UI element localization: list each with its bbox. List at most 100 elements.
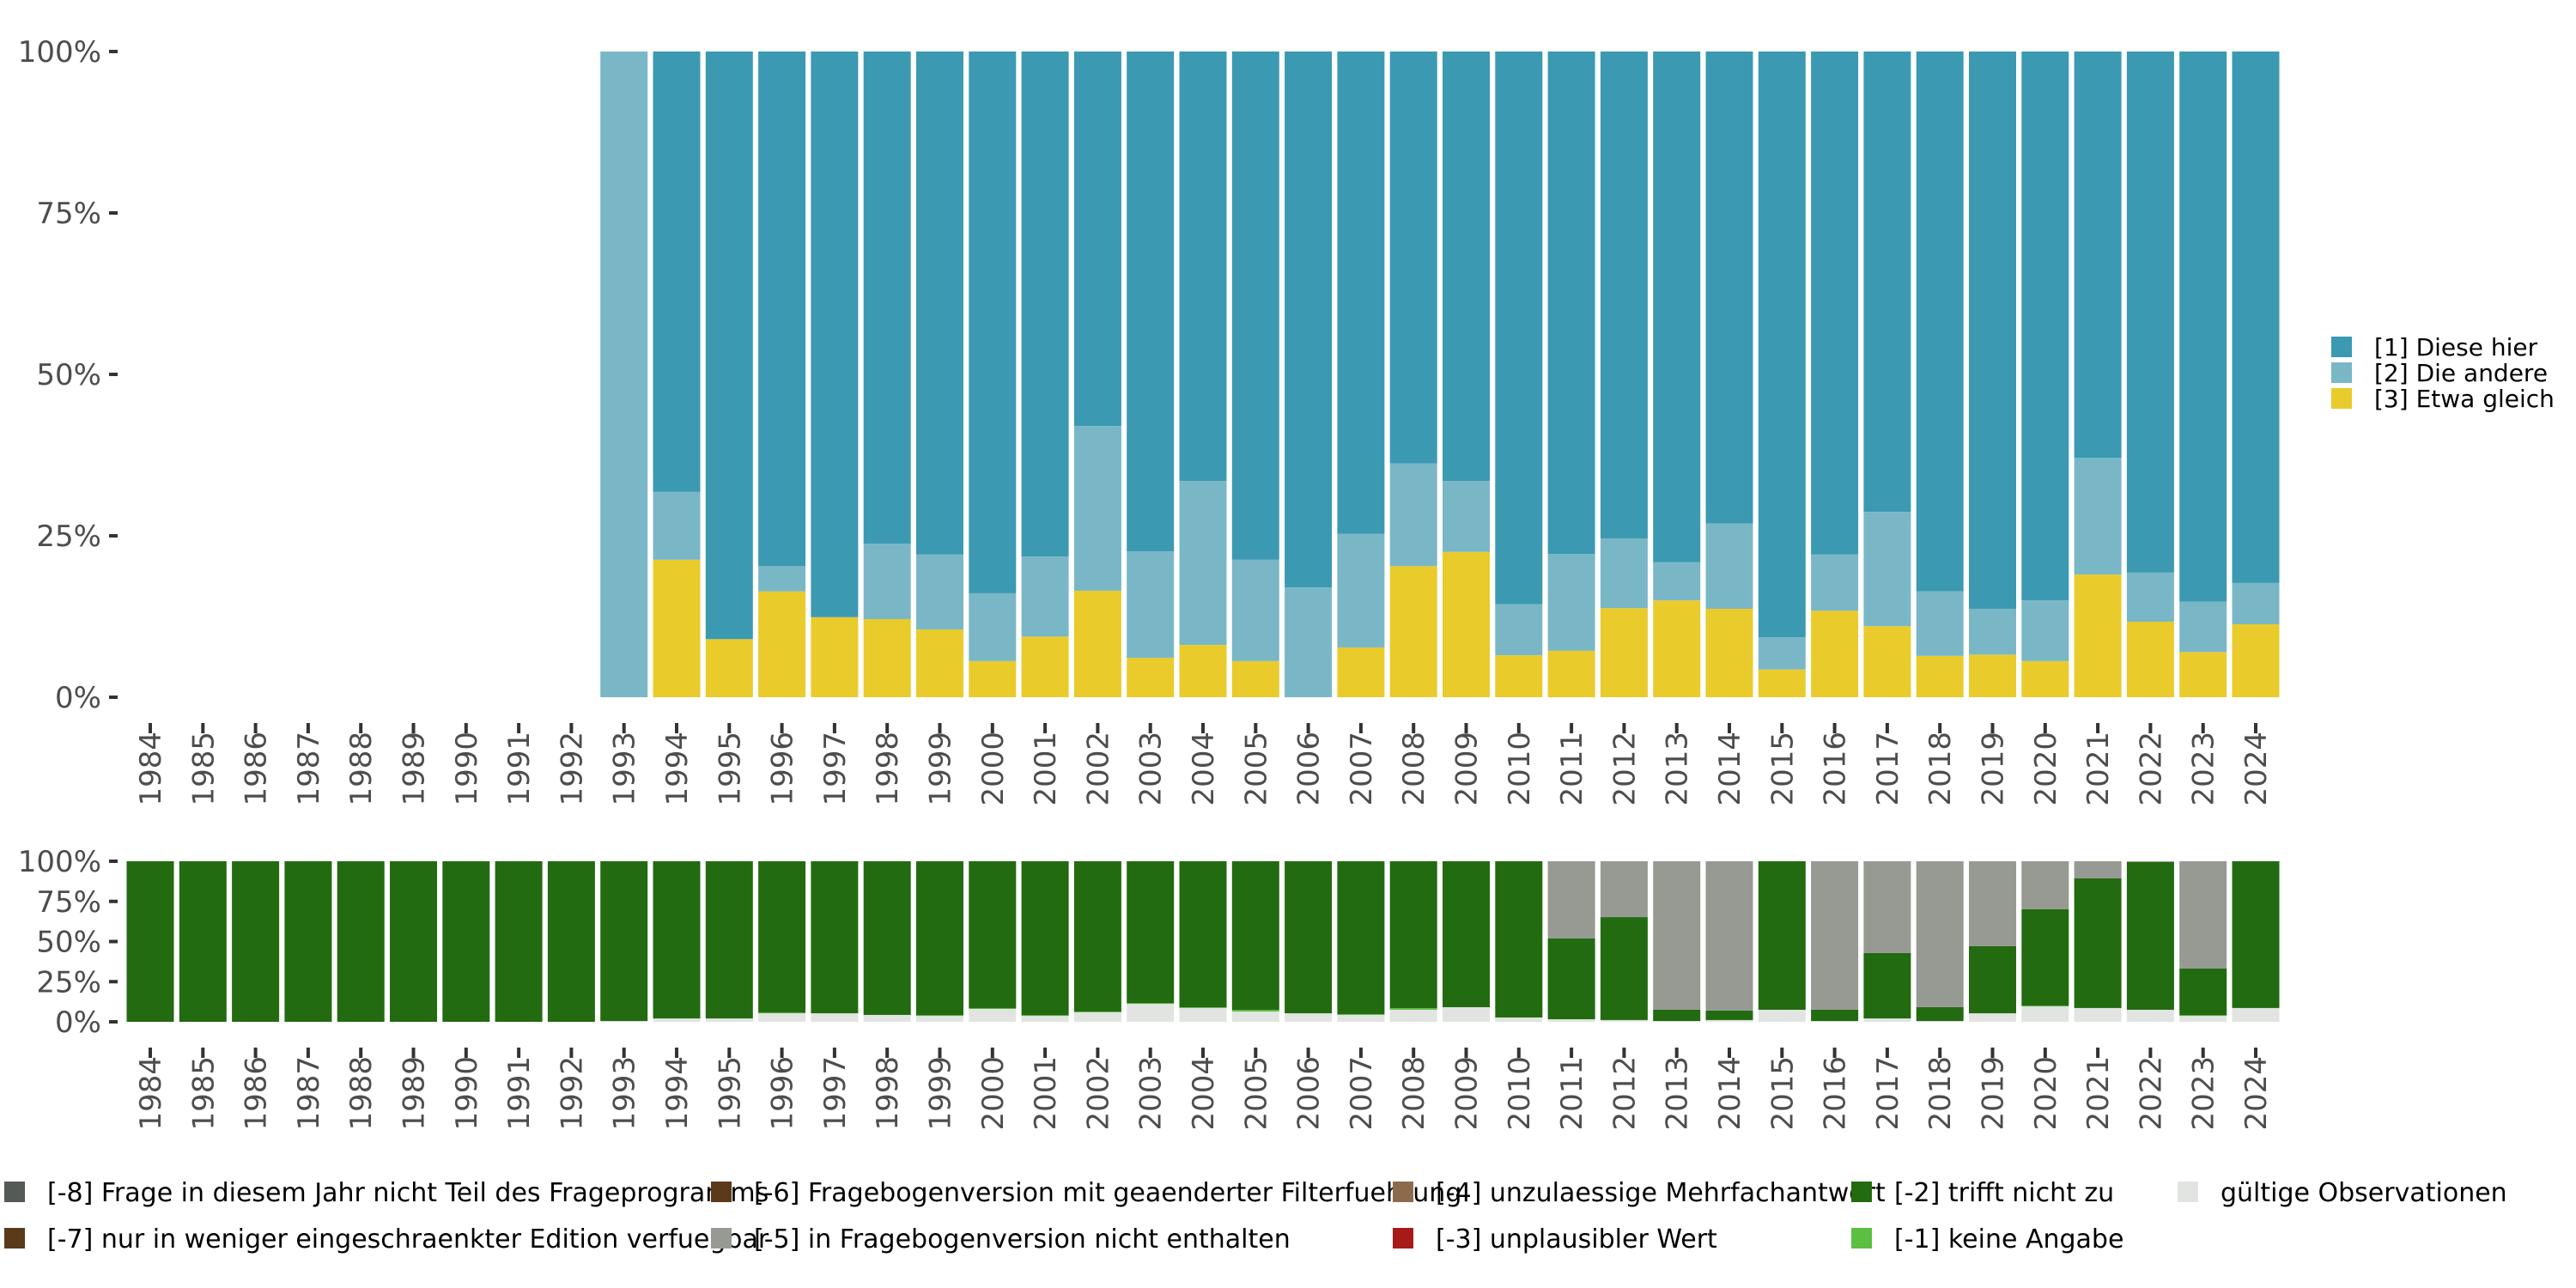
bar-segment-2001-0	[1021, 1016, 1069, 1022]
x-tick-label: 1991	[502, 732, 537, 806]
bar-segment-2009-0	[1443, 551, 1490, 697]
x-tick-label: 2022	[2134, 732, 2168, 806]
bar-segment-1997-0	[811, 1013, 859, 1022]
x-tick-label: 1999	[924, 1056, 958, 1131]
legend-swatch	[2331, 337, 2352, 357]
bar-segment-2011-2	[1547, 938, 1595, 1020]
x-tick-label: 2017	[1871, 732, 1905, 806]
bar-segment-2020-2	[2021, 908, 2069, 1006]
x-tick	[1885, 1048, 1889, 1058]
x-tick-label: 2003	[1134, 732, 1169, 806]
x-tick	[1254, 723, 1258, 733]
bar-segment-2013-2	[1653, 52, 1701, 562]
bar-segment-2005-2	[1231, 861, 1279, 1011]
bar-segment-2016-0	[1811, 1021, 1859, 1022]
x-tick-label: 1998	[871, 1056, 905, 1131]
bar-segment-2014-0	[1705, 1019, 1753, 1022]
bar-segment-2006-2	[1285, 52, 1333, 588]
bar-segment-2013-3	[1653, 861, 1701, 1010]
bar-segment-2003-1	[1127, 551, 1175, 659]
bar-segment-2003-2	[1127, 52, 1175, 552]
bar-segment-1996-0	[758, 591, 806, 697]
bar-segment-2009-2	[1443, 861, 1490, 1007]
legend-label: gültige Observationen	[2221, 1178, 2507, 1208]
x-tick	[727, 723, 732, 733]
top-legend: [1] Diese hier[2] Die andere[3] Etwa gle…	[2331, 333, 2555, 413]
bar-segment-2006-0	[1285, 1013, 1333, 1022]
bar-segment-2012-2	[1600, 917, 1648, 1020]
legend-label: [-1] keine Angabe	[1894, 1224, 2123, 1255]
bar-segment-1998-2	[863, 52, 911, 544]
x-tick	[1412, 723, 1416, 733]
bar-segment-1996-2	[758, 861, 806, 1013]
x-tick	[1043, 1048, 1048, 1058]
bar-segment-2009-0	[1443, 1006, 1490, 1022]
bar-segment-2011-0	[1547, 1019, 1595, 1022]
bar-segment-2020-2	[2021, 52, 2069, 601]
bar-segment-2004-0	[1179, 1007, 1227, 1022]
bar-segment-2005-2	[1231, 52, 1279, 560]
legend-swatch	[2178, 1182, 2198, 1202]
x-tick	[885, 1048, 890, 1058]
bar-segment-1992-2	[547, 861, 595, 1022]
x-tick	[2201, 1048, 2205, 1058]
x-tick-label: 2013	[1661, 1056, 1695, 1131]
x-tick-label: 2004	[1187, 732, 1221, 806]
y-tick	[109, 980, 118, 984]
bar-segment-1985-2	[179, 861, 227, 1022]
x-tick-label: 1995	[713, 1056, 747, 1131]
y-tick	[109, 534, 118, 538]
bar-segment-2009-1	[1443, 481, 1490, 552]
x-tick-label: 2007	[1345, 1056, 1379, 1131]
bar-segment-2004-1	[1179, 1007, 1227, 1008]
x-tick-label: 2007	[1345, 732, 1379, 806]
bar-segment-2005-1	[1231, 1010, 1279, 1012]
bar-segment-1997-2	[811, 861, 859, 1014]
bar-segment-1994-0	[653, 559, 701, 697]
bar-segment-2023-0	[2179, 1016, 2227, 1022]
bar-segment-2016-2	[1811, 52, 1859, 555]
x-tick-label: 2016	[1819, 732, 1853, 806]
x-tick	[2043, 1048, 2047, 1058]
bar-segment-2016-3	[1811, 861, 1859, 1010]
bar-segment-1987-2	[284, 861, 332, 1022]
x-tick-label: 2006	[1292, 1056, 1327, 1131]
bar-segment-1984-2	[126, 861, 174, 1022]
bar-segment-2016-0	[1811, 611, 1859, 697]
x-tick-label: 2023	[2187, 1056, 2221, 1131]
x-tick-label: 2010	[1503, 1056, 1537, 1131]
bar-segment-2000-0	[969, 1009, 1017, 1022]
x-tick	[1306, 723, 1310, 733]
top-plot: 0% 25% 50% 75% 100% 1984 1985 1986 1987 1988 1989 1…	[18, 35, 2280, 806]
x-tick-label: 2010	[1503, 732, 1537, 806]
bar-segment-2024-0	[2232, 1007, 2280, 1022]
bar-segment-2023-1	[2179, 1015, 2227, 1017]
bottom-plot: 0% 25% 50% 75% 100% 1984 1985 1986 1987 1988 1989 1…	[18, 845, 2280, 1131]
bar-segment-2007-0	[1337, 1014, 1385, 1022]
bar-segment-1993-1	[600, 52, 648, 697]
bar-segment-2018-2	[1916, 1006, 1964, 1022]
legend-label: [-5] in Fragebogenversion nicht enthalte…	[754, 1224, 1291, 1255]
bar-segment-1993-2	[600, 861, 648, 1022]
bar-segment-1994-2	[653, 52, 701, 492]
bar-segment-1986-2	[232, 861, 280, 1022]
bar-segment-2022-3	[2126, 861, 2174, 862]
x-tick-label: 2018	[1923, 732, 1958, 806]
x-tick-label: 2023	[2187, 732, 2221, 806]
bar-segment-2024-2	[2232, 52, 2280, 583]
x-tick-label: 1988	[344, 732, 379, 806]
x-tick	[1570, 1048, 1574, 1058]
x-tick-label: 2011	[1555, 1056, 1589, 1131]
bar-segment-2011-0	[1547, 650, 1595, 697]
bar-segment-2013-0	[1653, 1021, 1701, 1022]
x-tick-label: 1992	[555, 732, 589, 806]
bar-segment-2021-0	[2074, 1007, 2122, 1022]
x-tick-label: 2004	[1187, 1056, 1221, 1131]
x-tick	[1148, 1048, 1152, 1058]
bar-segment-2018-2	[1916, 52, 1964, 592]
y-tick-label: 75%	[36, 885, 101, 920]
bar-segment-2008-2	[1389, 861, 1437, 1009]
legend-label: [-8] Frage in diesem Jahr nicht Teil des…	[47, 1178, 769, 1208]
x-tick-label: 2021	[2081, 732, 2116, 806]
x-tick-label: 1996	[766, 1056, 800, 1131]
